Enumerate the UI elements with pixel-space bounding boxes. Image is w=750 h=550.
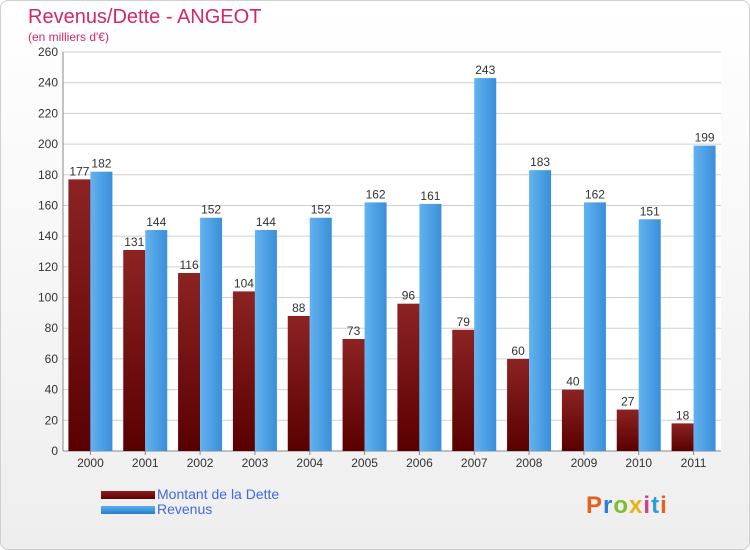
y-tick-label: 60 [45, 352, 59, 366]
x-tick-label: 2009 [571, 456, 598, 470]
legend-swatch-dette [101, 491, 155, 499]
x-tick-label: 2006 [406, 456, 433, 470]
bar-revenus [638, 219, 661, 451]
data-label: 27 [621, 395, 635, 409]
x-tick-label: 2011 [681, 456, 707, 470]
y-tick-label: 200 [38, 137, 58, 151]
x-tick-label: 2003 [242, 456, 269, 470]
plot-area [63, 52, 721, 451]
data-label: 96 [402, 289, 416, 303]
data-label: 152 [311, 203, 331, 217]
logo-letter: x [629, 492, 644, 519]
data-label: 162 [585, 187, 605, 201]
data-label: 40 [566, 375, 580, 389]
data-label: 177 [69, 164, 89, 178]
x-tick-label: 2010 [625, 456, 652, 470]
data-label: 183 [530, 155, 550, 169]
y-tick-label: 20 [45, 413, 59, 427]
bar-dette [561, 389, 584, 451]
bar-revenus [254, 230, 277, 451]
bar-dette [287, 315, 310, 451]
x-tick-label: 2002 [187, 456, 214, 470]
data-label: 199 [695, 131, 715, 145]
y-tick-label: 0 [51, 444, 58, 458]
data-label: 151 [640, 204, 660, 218]
legend-label-revenus: Revenus [157, 501, 213, 517]
legend-swatch-revenus [101, 506, 155, 514]
y-tick-label: 160 [38, 198, 58, 212]
bar-dette [232, 291, 255, 451]
logo-letter: o [613, 492, 630, 519]
legend-label-dette: Montant de la Dette [157, 486, 280, 502]
y-tick-label: 240 [38, 76, 58, 90]
logo-letter: r [603, 492, 614, 519]
data-label: 144 [256, 215, 276, 229]
bar-dette [507, 358, 530, 451]
bar-revenus [364, 202, 387, 451]
bar-dette [68, 179, 91, 451]
y-tick-label: 180 [38, 168, 58, 182]
data-label: 104 [234, 276, 254, 290]
bar-revenus [145, 230, 168, 451]
y-tick-label: 80 [45, 321, 59, 335]
chart-subtitle: (en milliers d'€) [28, 30, 109, 44]
logo-letter: i [660, 492, 668, 519]
y-tick-label: 140 [38, 229, 58, 243]
y-tick-label: 100 [38, 291, 58, 305]
chart-title: Revenus/Dette - ANGEOT [28, 6, 262, 28]
data-label: 131 [124, 235, 144, 249]
bar-revenus [309, 217, 332, 451]
bar-revenus [474, 78, 497, 451]
data-label: 144 [146, 215, 166, 229]
x-tick-label: 2007 [461, 456, 488, 470]
data-label: 162 [366, 187, 386, 201]
bar-dette [342, 338, 365, 451]
bar-revenus [419, 203, 442, 451]
bar-dette [671, 423, 694, 451]
data-label: 161 [420, 189, 440, 203]
bar-revenus [529, 170, 552, 451]
data-label: 79 [457, 315, 471, 329]
data-label: 18 [676, 408, 690, 422]
x-tick-label: 2008 [516, 456, 543, 470]
x-tick-label: 2000 [77, 456, 104, 470]
logo-letter: t [651, 492, 661, 519]
data-label: 88 [292, 301, 306, 315]
bar-revenus [583, 202, 606, 451]
y-tick-label: 260 [38, 45, 58, 59]
data-label: 116 [180, 258, 199, 272]
bar-dette [397, 303, 420, 451]
data-label: 243 [475, 63, 495, 77]
y-tick-label: 220 [38, 106, 58, 120]
data-label: 60 [511, 344, 525, 358]
x-tick-label: 2004 [296, 456, 323, 470]
bar-dette [123, 249, 146, 451]
y-tick-label: 120 [38, 260, 58, 274]
proxiti-logo: Proxiti [586, 492, 668, 520]
y-tick-label: 40 [45, 383, 59, 397]
data-label: 73 [347, 324, 361, 338]
bar-revenus [200, 217, 223, 451]
bar-dette [616, 409, 639, 451]
data-label: 182 [91, 157, 111, 171]
bar-dette [178, 272, 201, 451]
bar-revenus [693, 145, 716, 451]
bar-dette [452, 329, 475, 451]
x-tick-label: 2005 [351, 456, 378, 470]
x-tick-label: 2001 [132, 456, 159, 470]
logo-letter: i [643, 492, 652, 519]
logo-letter: P [586, 492, 604, 519]
data-label: 152 [201, 203, 221, 217]
bar-revenus [90, 171, 113, 451]
